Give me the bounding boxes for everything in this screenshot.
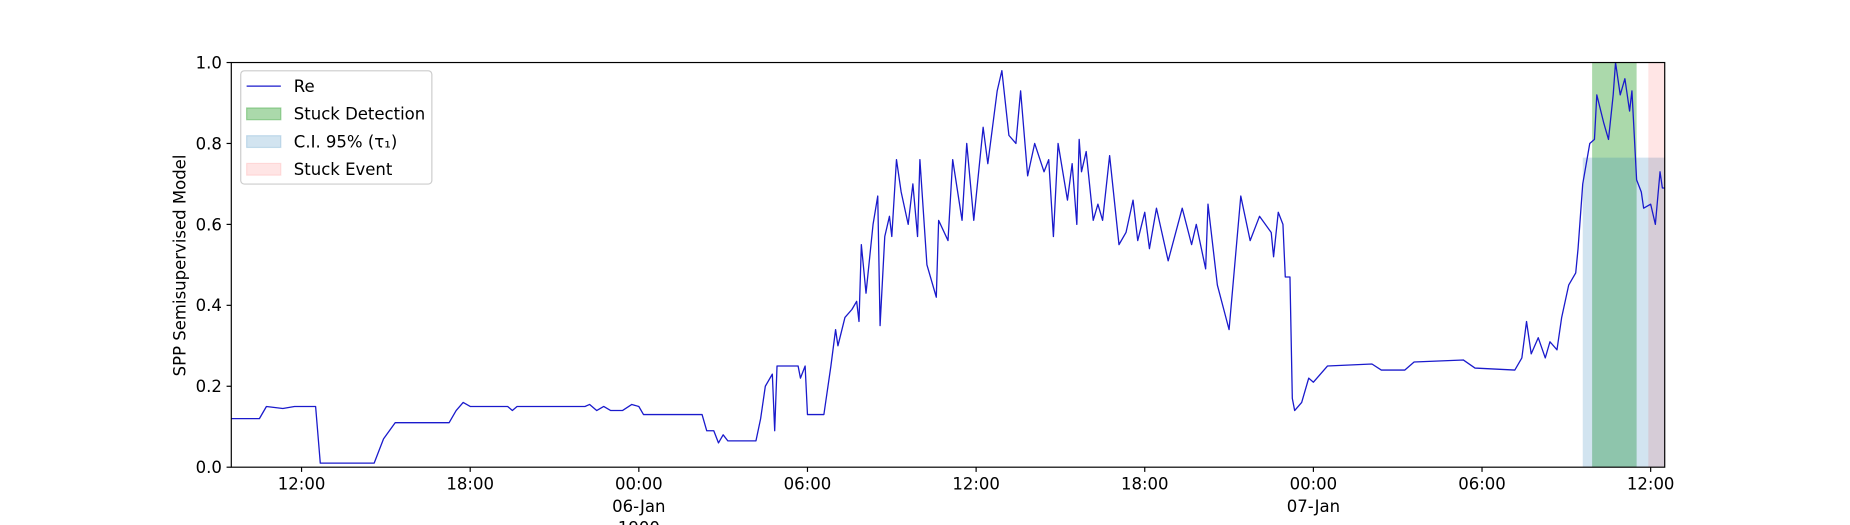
x-tick-label: 00:00 [615, 475, 663, 494]
y-tick-label: 1.0 [196, 53, 222, 72]
plot-area [231, 62, 1665, 468]
y-tick-label: 0.6 [196, 215, 222, 234]
legend-patch [246, 135, 282, 149]
x-tick-label: 12:00 [1627, 475, 1675, 494]
span [1648, 62, 1665, 468]
x-tick-date: 07-Jan [1287, 497, 1340, 516]
x-tick-label: 12:00 [952, 475, 1000, 494]
span [1592, 62, 1637, 468]
x-tick-label: 18:00 [1121, 475, 1169, 494]
legend-label: Re [294, 77, 315, 96]
legend-label: Stuck Detection [294, 105, 425, 124]
axes-frame [230, 61, 1666, 468]
x-tick-label: 06:00 [1458, 475, 1506, 494]
legend: Re Stuck Detection C.I. 95% (τ₁) Stuck Even… [240, 70, 433, 185]
legend-label: C.I. 95% (τ₁) [294, 132, 397, 151]
data-line [231, 62, 1665, 464]
x-tick-date: 06-Jan [612, 497, 665, 516]
y-tick-label: 0.4 [196, 296, 222, 315]
span [1582, 157, 1665, 468]
y-tick-label: 0.2 [196, 377, 222, 396]
y-tick-label: 0.8 [196, 134, 222, 153]
legend-frame [240, 70, 433, 185]
x-tick-label: 00:00 [1290, 475, 1338, 494]
y-tick-label: 0.0 [196, 458, 222, 477]
x-tick-label: 18:00 [446, 475, 494, 494]
legend-label: Stuck Event [294, 160, 393, 179]
x-tick-label: 06:00 [784, 475, 832, 494]
y-axis-label: SPP Semisupervised Model [170, 155, 189, 377]
x-tick-label: 12:00 [278, 475, 326, 494]
legend-patch [246, 162, 282, 176]
x-tick-year: 1900 [618, 518, 660, 525]
legend-patch [246, 107, 282, 121]
